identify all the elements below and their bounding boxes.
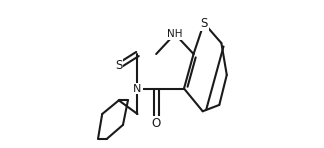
Text: S: S	[200, 17, 208, 30]
Text: O: O	[152, 117, 161, 130]
Text: NH: NH	[167, 29, 183, 39]
Text: N: N	[133, 83, 142, 94]
Text: S: S	[115, 59, 122, 72]
